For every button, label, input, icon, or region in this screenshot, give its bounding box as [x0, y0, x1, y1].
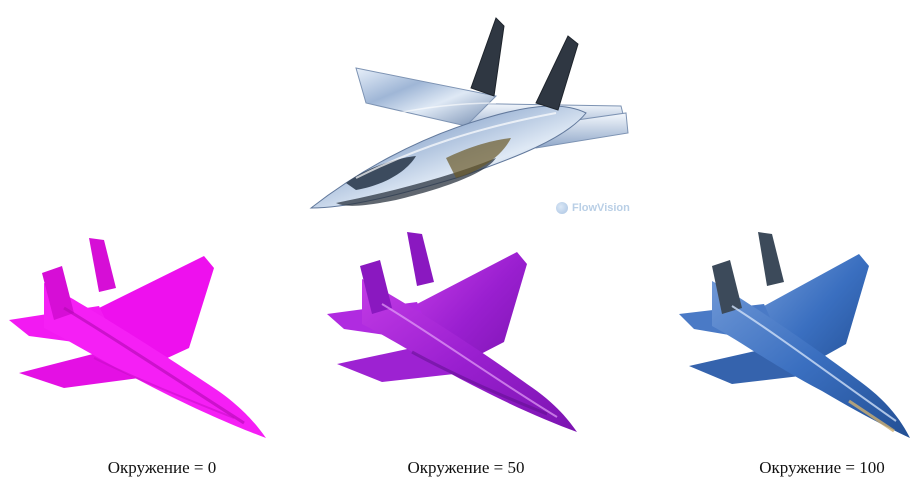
jet-render-ambient-0 [4, 228, 272, 443]
blue-jet-image [679, 232, 910, 438]
magenta-jet-image [9, 238, 266, 438]
flowvision-watermark: FlowVision [556, 200, 630, 216]
top-jet-render [296, 8, 636, 218]
chrome-jet-image [309, 17, 629, 209]
flowvision-logo-icon [556, 202, 568, 214]
jet-render-ambient-100 [674, 226, 914, 446]
purple-jet-image [327, 232, 577, 432]
caption-ambient-100: Окружение = 100 [759, 458, 885, 477]
watermark-text: FlowVision [572, 202, 630, 214]
caption-ambient-0: Окружение = 0 [107, 458, 217, 477]
jet-render-ambient-50 [322, 224, 584, 439]
caption-ambient-50: Окружение = 50 [407, 458, 525, 477]
